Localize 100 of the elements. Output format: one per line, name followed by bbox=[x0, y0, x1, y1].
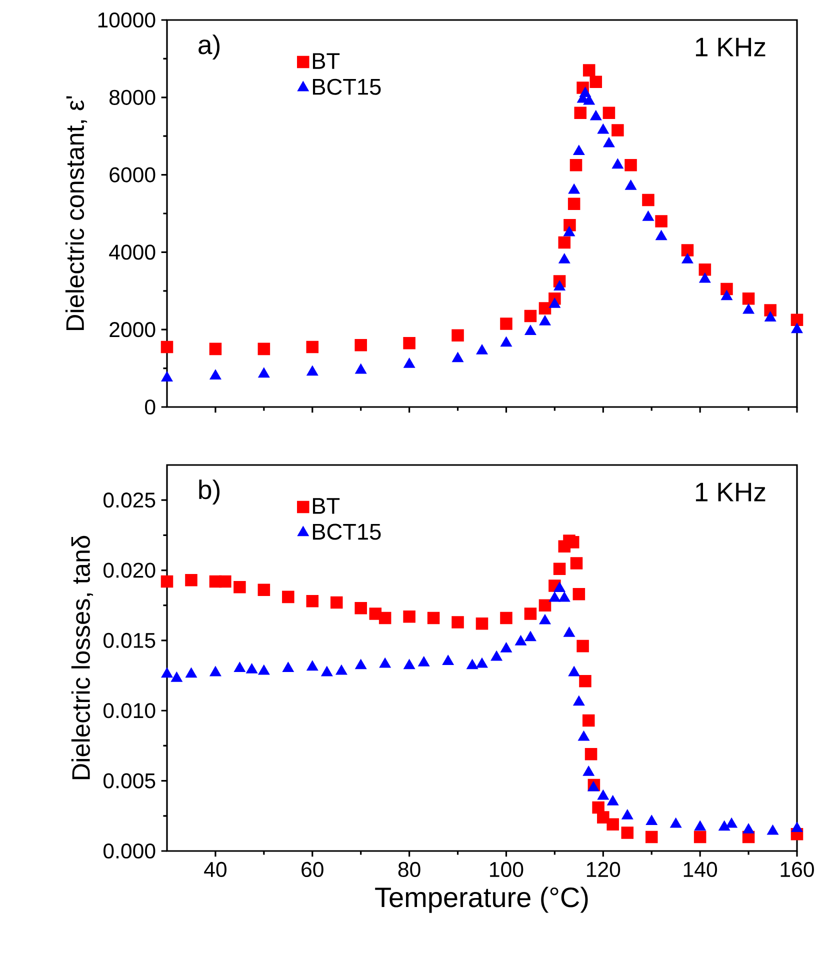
point bbox=[558, 592, 570, 602]
point bbox=[442, 655, 454, 665]
point bbox=[549, 298, 560, 308]
point bbox=[607, 796, 618, 806]
point bbox=[598, 124, 609, 134]
point bbox=[574, 696, 584, 706]
point bbox=[282, 662, 294, 672]
point bbox=[476, 658, 488, 668]
point bbox=[588, 782, 599, 792]
x-tick-label: 40 bbox=[204, 862, 226, 878]
point bbox=[742, 292, 755, 305]
point bbox=[452, 616, 464, 628]
point bbox=[583, 766, 594, 776]
point bbox=[466, 660, 478, 670]
point bbox=[524, 608, 537, 620]
point bbox=[655, 215, 668, 228]
y-axis-title: Dielectric constant, ε' bbox=[65, 96, 88, 330]
point bbox=[767, 825, 778, 835]
point bbox=[306, 366, 318, 376]
point bbox=[564, 627, 575, 637]
point bbox=[645, 830, 658, 844]
y-tick-label: 0.025 bbox=[104, 492, 156, 508]
y-axis-title: Dielectric losses, tanδ bbox=[71, 536, 93, 780]
y-tick-label: 2000 bbox=[110, 322, 156, 338]
point bbox=[590, 110, 602, 120]
point bbox=[574, 106, 587, 120]
point bbox=[622, 810, 633, 820]
point bbox=[570, 158, 582, 172]
point bbox=[452, 329, 464, 342]
point bbox=[540, 614, 550, 624]
point bbox=[597, 811, 610, 824]
point bbox=[718, 821, 730, 831]
point bbox=[355, 364, 366, 374]
point bbox=[524, 310, 537, 322]
point bbox=[210, 666, 221, 676]
point bbox=[764, 304, 776, 316]
point bbox=[322, 666, 332, 676]
point bbox=[380, 658, 390, 668]
point bbox=[355, 660, 366, 670]
point bbox=[171, 672, 182, 682]
point bbox=[330, 596, 343, 609]
x-tick-label: 100 bbox=[490, 862, 524, 878]
x-tick-label: 120 bbox=[586, 862, 620, 878]
point bbox=[764, 312, 776, 322]
point bbox=[549, 592, 560, 602]
point bbox=[681, 244, 694, 256]
point bbox=[160, 340, 174, 354]
x-tick-label: 160 bbox=[780, 862, 814, 878]
point bbox=[579, 675, 592, 688]
point bbox=[491, 651, 502, 661]
point bbox=[612, 124, 624, 136]
x-tick-label: 60 bbox=[302, 862, 324, 878]
point bbox=[354, 602, 367, 614]
point bbox=[580, 87, 591, 97]
point bbox=[743, 824, 754, 834]
point bbox=[186, 668, 197, 678]
point bbox=[185, 574, 198, 586]
point bbox=[210, 370, 221, 380]
point bbox=[258, 368, 270, 378]
point bbox=[694, 821, 706, 831]
y-tick-label: 4000 bbox=[109, 244, 156, 260]
point bbox=[246, 664, 258, 674]
point bbox=[694, 830, 706, 844]
y-tick-label: 0.015 bbox=[104, 632, 156, 648]
point bbox=[568, 184, 580, 194]
annotation: 1 KHz bbox=[696, 38, 766, 56]
point bbox=[162, 668, 172, 678]
point bbox=[476, 344, 488, 354]
annotation: 1 KHz bbox=[696, 482, 766, 502]
point bbox=[558, 254, 570, 264]
y-tick-label: 6000 bbox=[110, 167, 156, 182]
point bbox=[538, 302, 552, 314]
legend-label: BCT15 bbox=[312, 524, 381, 540]
legend-label: BT bbox=[312, 498, 340, 514]
point bbox=[572, 588, 586, 600]
point bbox=[500, 642, 512, 652]
point bbox=[574, 145, 584, 156]
point bbox=[234, 662, 246, 672]
point bbox=[500, 337, 512, 347]
point bbox=[258, 584, 270, 596]
point bbox=[234, 580, 246, 594]
point bbox=[582, 714, 595, 727]
y-tick-label: 10000 bbox=[98, 12, 156, 28]
y-tick-label: 0.020 bbox=[104, 562, 156, 578]
point bbox=[700, 273, 710, 283]
point bbox=[336, 665, 347, 675]
point bbox=[598, 790, 609, 800]
point bbox=[403, 337, 416, 350]
point bbox=[476, 617, 488, 630]
point bbox=[554, 280, 565, 290]
point bbox=[625, 180, 636, 190]
point bbox=[646, 815, 658, 825]
legend-label: BCT15 bbox=[312, 78, 381, 95]
point bbox=[564, 226, 575, 236]
point bbox=[721, 290, 732, 300]
point bbox=[500, 612, 512, 624]
x-tick-label: 80 bbox=[398, 862, 420, 878]
point bbox=[378, 612, 392, 624]
x-axis-title: Temperature (°C) bbox=[375, 886, 588, 913]
point bbox=[403, 610, 416, 623]
